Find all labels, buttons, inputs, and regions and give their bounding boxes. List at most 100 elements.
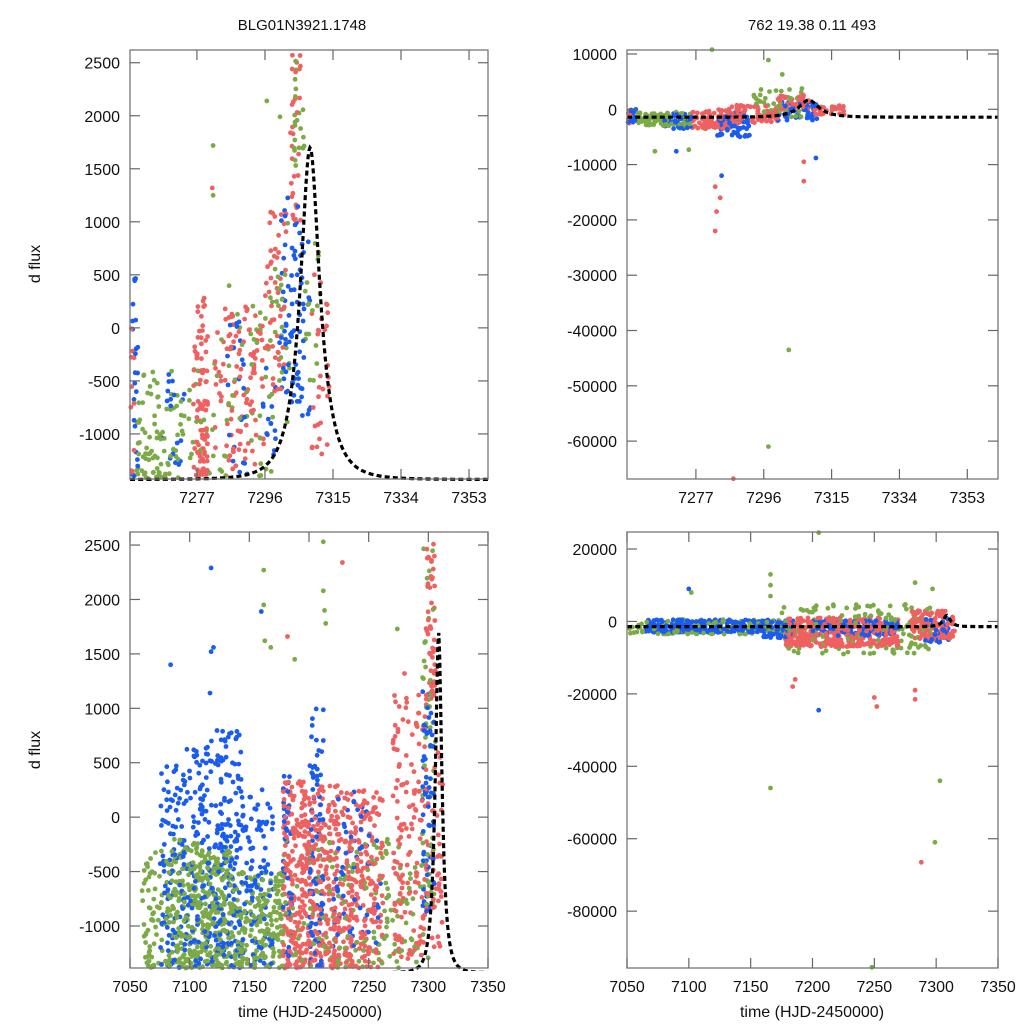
data-point-red bbox=[331, 956, 336, 962]
data-point-blue bbox=[673, 148, 679, 154]
data-point-green bbox=[136, 451, 142, 457]
data-point-red bbox=[238, 366, 244, 372]
data-point-red bbox=[298, 824, 304, 830]
data-point-red bbox=[290, 99, 296, 105]
data-point-green bbox=[278, 923, 283, 929]
data-point-red bbox=[837, 637, 843, 643]
data-point-green bbox=[284, 419, 290, 425]
data-point-green bbox=[154, 429, 160, 435]
data-point-green bbox=[154, 466, 160, 471]
data-point-red bbox=[323, 930, 329, 936]
data-point-red bbox=[218, 398, 224, 404]
data-point-red bbox=[399, 827, 405, 833]
data-point-red bbox=[379, 932, 385, 938]
data-point-blue bbox=[426, 785, 432, 790]
data-point-green bbox=[371, 935, 377, 941]
data-point-red bbox=[829, 104, 835, 110]
data-point-red bbox=[204, 426, 209, 431]
data-point-green bbox=[239, 955, 245, 961]
data-point-green bbox=[403, 920, 409, 926]
data-point-red bbox=[300, 893, 305, 898]
data-point-red bbox=[296, 151, 301, 157]
data-point-blue bbox=[291, 253, 297, 258]
data-point-blue bbox=[314, 782, 320, 787]
data-point-blue bbox=[314, 737, 319, 743]
data-point-red bbox=[877, 616, 882, 621]
data-point-blue bbox=[228, 798, 234, 803]
data-point-red bbox=[358, 884, 364, 890]
data-point-red bbox=[199, 432, 205, 438]
data-point-red bbox=[297, 904, 303, 910]
data-point-red bbox=[286, 853, 291, 859]
data-point-blue bbox=[420, 812, 426, 818]
data-point-red bbox=[404, 695, 409, 701]
data-point-red bbox=[300, 925, 306, 931]
data-point-red bbox=[837, 106, 843, 111]
data-point-blue bbox=[670, 617, 676, 623]
data-point-green bbox=[820, 634, 826, 639]
data-point-red bbox=[300, 870, 305, 876]
data-point-green bbox=[247, 918, 253, 924]
data-point-red bbox=[334, 916, 339, 921]
data-point-red bbox=[431, 944, 437, 950]
data-point-green bbox=[187, 455, 193, 461]
data-point-green bbox=[631, 630, 637, 635]
data-point-green bbox=[244, 961, 250, 966]
data-point-blue bbox=[242, 901, 248, 907]
data-point-green bbox=[239, 342, 245, 348]
data-point-red bbox=[269, 303, 274, 309]
data-point-red bbox=[278, 212, 284, 218]
data-point-blue bbox=[351, 799, 357, 805]
data-point-blue bbox=[267, 893, 273, 899]
data-point-red bbox=[291, 930, 297, 936]
data-point-red bbox=[366, 859, 372, 865]
data-point-red bbox=[281, 953, 286, 959]
data-point-red bbox=[887, 636, 893, 642]
data-point-red bbox=[250, 353, 256, 359]
data-point-blue bbox=[231, 897, 237, 902]
data-point-red bbox=[307, 961, 313, 967]
data-point-blue bbox=[248, 866, 254, 872]
data-point-blue bbox=[133, 389, 139, 394]
data-point-green bbox=[172, 889, 178, 895]
data-point-green bbox=[272, 886, 278, 892]
data-point-red bbox=[417, 933, 423, 939]
data-point-green bbox=[271, 905, 277, 910]
data-point-red bbox=[722, 121, 728, 127]
data-point-green bbox=[665, 618, 671, 624]
data-point-green bbox=[418, 884, 423, 889]
data-point-blue bbox=[751, 618, 757, 624]
data-point-red bbox=[288, 130, 293, 136]
data-point-green bbox=[298, 126, 303, 131]
data-point-red bbox=[393, 871, 398, 876]
data-point-blue bbox=[205, 751, 211, 757]
data-point-green bbox=[384, 924, 389, 930]
data-point-green bbox=[242, 927, 248, 932]
data-point-green bbox=[284, 910, 289, 916]
data-point-blue bbox=[223, 754, 229, 760]
data-point-red bbox=[404, 862, 410, 868]
data-point-red bbox=[288, 180, 294, 186]
data-point-green bbox=[202, 901, 208, 907]
data-point-blue bbox=[170, 927, 176, 933]
data-point-green bbox=[875, 637, 881, 643]
data-point-green bbox=[254, 955, 260, 961]
y-tick-label: -30000 bbox=[567, 268, 617, 285]
data-point-red bbox=[315, 857, 320, 862]
data-point-blue bbox=[300, 301, 306, 307]
data-point-blue bbox=[761, 634, 767, 640]
data-point-green bbox=[343, 964, 349, 970]
data-point-red bbox=[309, 444, 315, 450]
data-point-red bbox=[266, 289, 272, 295]
data-point-blue bbox=[421, 849, 427, 855]
data-point-green bbox=[795, 650, 801, 656]
data-point-blue bbox=[162, 883, 168, 889]
data-point-blue bbox=[131, 417, 137, 423]
data-point-blue bbox=[168, 831, 173, 837]
data-point-green bbox=[786, 347, 792, 353]
data-point-green bbox=[766, 57, 771, 63]
data-point-blue bbox=[288, 896, 294, 901]
data-point-red bbox=[374, 790, 379, 795]
data-point-green bbox=[248, 331, 254, 337]
data-point-blue bbox=[205, 860, 211, 866]
